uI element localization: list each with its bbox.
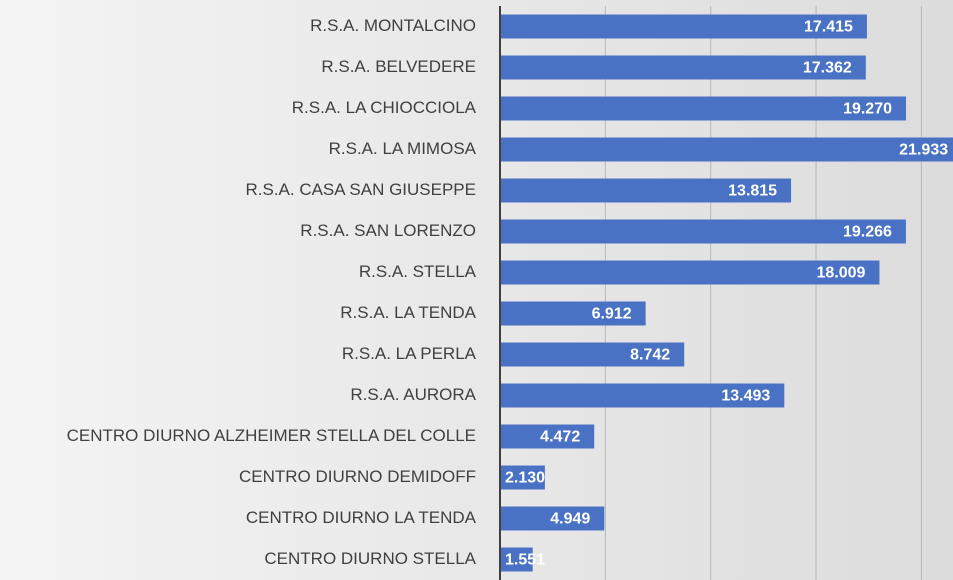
bar bbox=[500, 14, 867, 39]
data-label: 17.362 bbox=[803, 60, 852, 77]
data-label: 2.130 bbox=[505, 470, 545, 487]
bar bbox=[500, 219, 906, 244]
data-label: 4.472 bbox=[540, 429, 580, 446]
y-tick-label: CENTRO DIURNO ALZHEIMER STELLA DEL COLLE bbox=[67, 426, 476, 445]
bar bbox=[500, 55, 866, 80]
data-label: 13.815 bbox=[728, 183, 777, 200]
bar bbox=[500, 137, 953, 162]
y-tick-label: R.S.A. MONTALCINO bbox=[310, 16, 476, 35]
y-tick-label: R.S.A. LA PERLA bbox=[342, 344, 477, 363]
data-label: 19.270 bbox=[843, 101, 892, 118]
y-tick-label: CENTRO DIURNO STELLA bbox=[264, 549, 476, 568]
data-label: 19.266 bbox=[843, 224, 892, 241]
y-tick-label: CENTRO DIURNO LA TENDA bbox=[246, 508, 477, 527]
data-label: 8.742 bbox=[630, 347, 670, 364]
data-label: 6.912 bbox=[592, 306, 632, 323]
y-tick-label: R.S.A. LA CHIOCCIOLA bbox=[292, 98, 477, 117]
y-tick-label: R.S.A. CASA SAN GIUSEPPE bbox=[245, 180, 476, 199]
bar bbox=[500, 506, 605, 531]
y-tick-label: R.S.A. LA MIMOSA bbox=[329, 139, 477, 158]
y-tick-label: R.S.A. AURORA bbox=[350, 385, 476, 404]
data-label: 17.415 bbox=[804, 19, 853, 36]
bar bbox=[500, 301, 646, 326]
y-tick-label: R.S.A. BELVEDERE bbox=[321, 57, 476, 76]
data-label: 18.009 bbox=[817, 265, 866, 282]
y-tick-label: CENTRO DIURNO DEMIDOFF bbox=[239, 467, 476, 486]
y-tick-label: R.S.A. LA TENDA bbox=[340, 303, 476, 322]
bar bbox=[500, 547, 533, 572]
data-label: 21.933 bbox=[899, 142, 948, 159]
bar bbox=[500, 465, 545, 490]
y-tick-label: R.S.A. SAN LORENZO bbox=[300, 221, 476, 240]
bar bbox=[500, 96, 907, 121]
bar bbox=[500, 383, 785, 408]
bar bbox=[500, 342, 685, 367]
y-tick-label: R.S.A. STELLA bbox=[359, 262, 477, 281]
bar bbox=[500, 424, 595, 449]
bar bbox=[500, 260, 880, 285]
data-label: 13.493 bbox=[721, 388, 770, 405]
data-label: 1.551 bbox=[505, 552, 545, 569]
data-label: 4.949 bbox=[550, 511, 590, 528]
bar bbox=[500, 178, 792, 203]
